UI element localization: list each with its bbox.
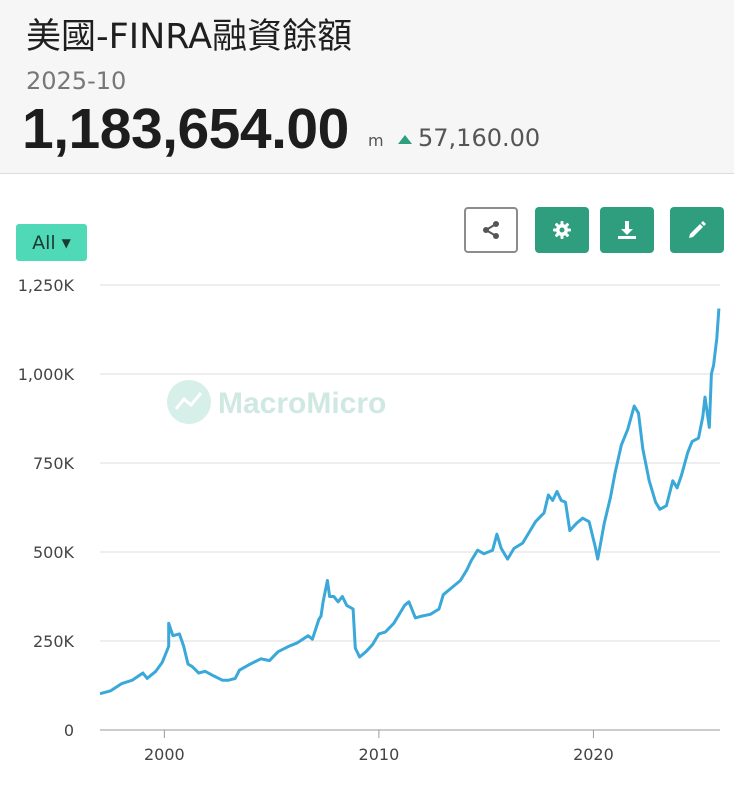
y-tick-label: 500K	[33, 543, 75, 562]
y-tick-label: 750K	[33, 454, 75, 473]
y-tick-label: 1,250K	[18, 276, 75, 295]
settings-button[interactable]	[535, 207, 589, 253]
share-button[interactable]	[464, 207, 518, 253]
latest-value: 1,183,654.00	[22, 97, 349, 161]
y-tick-label: 1,000K	[18, 365, 75, 384]
edit-button[interactable]	[670, 207, 724, 253]
change-value: 57,160.00	[418, 124, 541, 152]
up-arrow-icon	[398, 135, 412, 144]
x-tick-label: 2010	[359, 745, 400, 764]
gear-icon	[553, 221, 571, 239]
download-icon	[618, 221, 636, 239]
watermark: MacroMicro	[167, 380, 386, 424]
series-line	[99, 308, 721, 696]
y-tick-label: 0	[64, 721, 74, 740]
x-tick-label: 2000	[144, 745, 185, 764]
x-tick-label: 2020	[573, 745, 614, 764]
y-tick-label: 250K	[33, 632, 75, 651]
download-button[interactable]	[600, 207, 654, 253]
range-select-button[interactable]: All ▼	[16, 224, 87, 261]
value-unit: m	[368, 131, 384, 150]
pencil-icon	[689, 221, 706, 238]
share-icon	[483, 221, 499, 239]
page-title: 美國-FINRA融資餘額	[26, 17, 353, 57]
range-label: All	[32, 231, 56, 254]
watermark-text: MacroMicro	[218, 387, 386, 420]
caret-down-icon: ▼	[61, 235, 71, 250]
header: 美國-FINRA融資餘額 2025-10 1,183,654.00 m 57,1…	[0, 0, 734, 174]
line-chart: MacroMicro 0 250K 500K 750K 1,000K 1,250K 2000…	[18, 276, 721, 764]
latest-date: 2025-10	[26, 67, 127, 95]
